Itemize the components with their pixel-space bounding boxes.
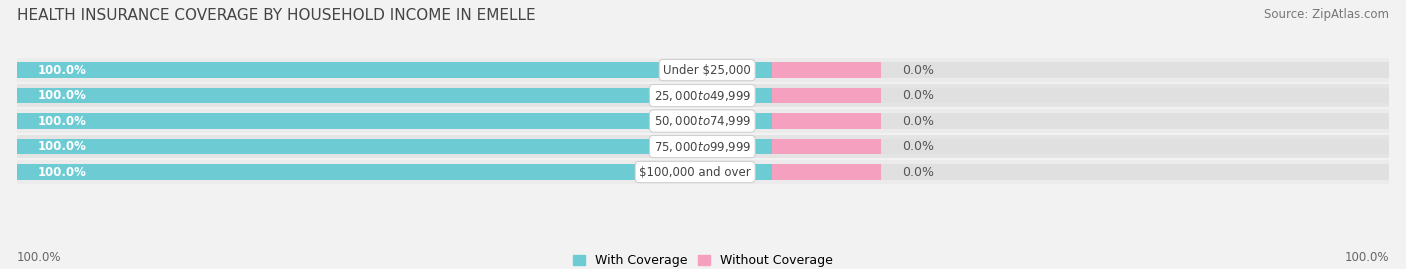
Text: 0.0%: 0.0% <box>903 115 934 128</box>
Text: 100.0%: 100.0% <box>17 251 62 264</box>
Legend: With Coverage, Without Coverage: With Coverage, Without Coverage <box>572 254 834 267</box>
Bar <box>772 139 882 154</box>
Bar <box>17 113 1389 129</box>
Text: Source: ZipAtlas.com: Source: ZipAtlas.com <box>1264 8 1389 21</box>
Bar <box>17 164 1389 180</box>
Bar <box>772 164 882 180</box>
Bar <box>17 160 1389 184</box>
Text: 0.0%: 0.0% <box>903 165 934 179</box>
Text: HEALTH INSURANCE COVERAGE BY HOUSEHOLD INCOME IN EMELLE: HEALTH INSURANCE COVERAGE BY HOUSEHOLD I… <box>17 8 536 23</box>
Bar <box>17 62 772 78</box>
Text: $50,000 to $74,999: $50,000 to $74,999 <box>654 114 751 128</box>
Text: Under $25,000: Under $25,000 <box>664 63 751 77</box>
Bar <box>17 58 1389 82</box>
Bar <box>17 109 1389 133</box>
Text: $75,000 to $99,999: $75,000 to $99,999 <box>654 140 751 154</box>
Text: 0.0%: 0.0% <box>903 89 934 102</box>
Bar <box>17 88 772 104</box>
Bar <box>772 88 882 104</box>
Text: 100.0%: 100.0% <box>38 165 86 179</box>
Bar <box>772 113 882 129</box>
Bar <box>17 113 772 129</box>
Bar <box>17 84 1389 107</box>
Bar <box>17 135 1389 158</box>
Bar <box>17 88 1389 104</box>
Bar <box>17 164 772 180</box>
Text: 0.0%: 0.0% <box>903 140 934 153</box>
Text: 100.0%: 100.0% <box>1344 251 1389 264</box>
Text: $100,000 and over: $100,000 and over <box>640 165 751 179</box>
Bar <box>17 139 772 154</box>
Text: 100.0%: 100.0% <box>38 63 86 77</box>
Text: $25,000 to $49,999: $25,000 to $49,999 <box>654 89 751 102</box>
Text: 0.0%: 0.0% <box>903 63 934 77</box>
Bar <box>772 62 882 78</box>
Bar <box>17 139 1389 154</box>
Text: 100.0%: 100.0% <box>38 89 86 102</box>
Bar <box>17 62 1389 78</box>
Text: 100.0%: 100.0% <box>38 140 86 153</box>
Text: 100.0%: 100.0% <box>38 115 86 128</box>
